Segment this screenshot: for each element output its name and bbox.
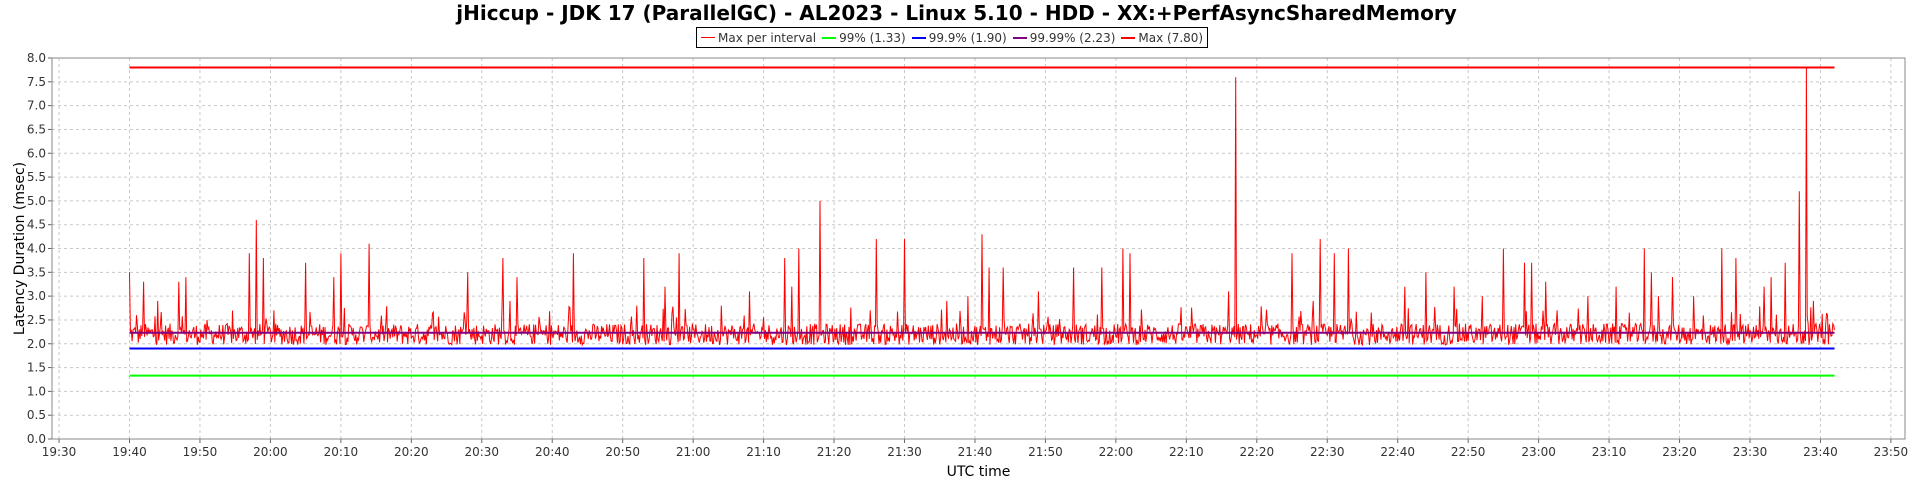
x-tick-label: 22:30 [1310, 445, 1345, 459]
y-tick-label: 3.0 [27, 289, 46, 303]
y-tick-label: 4.0 [27, 242, 46, 256]
x-tick-label: 23:40 [1803, 445, 1838, 459]
x-tick-label: 21:00 [676, 445, 711, 459]
x-tick-label: 21:30 [887, 445, 922, 459]
y-tick-label: 7.5 [27, 75, 46, 89]
legend-swatch [701, 37, 715, 38]
legend: Max per interval 99% (1.33) 99.9% (1.90)… [696, 27, 1209, 48]
plot-border [51, 57, 1906, 440]
x-tick-label: 21:20 [817, 445, 852, 459]
x-tick-label: 21:40 [958, 445, 993, 459]
y-tick-label: 2.0 [27, 337, 46, 351]
y-axis-ticks: 0.0 0.5 1.0 1.5 2.0 2.5 3.0 3.5 4.0 4.5 5.0 5.5 6.0 6… [27, 51, 52, 446]
series-line-max-per-interval [129, 67, 1835, 347]
y-tick-label: 0.0 [27, 432, 46, 446]
x-tick-label: 22:20 [1240, 445, 1275, 459]
grid-lines [52, 57, 1905, 440]
chart-title: jHiccup - JDK 17 (ParallelGC) - AL2023 -… [456, 1, 1457, 25]
y-tick-label: 2.5 [27, 313, 46, 327]
y-tick-label: 7.0 [27, 99, 46, 113]
y-tick-label: 3.5 [27, 265, 46, 279]
legend-swatch [1121, 36, 1136, 39]
legend-item-99-9: 99.9% (1.90) [911, 30, 1007, 45]
y-tick-label: 0.5 [27, 408, 46, 422]
legend-item-max: Max (7.80) [1121, 31, 1203, 45]
x-tick-label: 22:40 [1380, 445, 1415, 459]
y-tick-label: 4.5 [27, 218, 46, 232]
y-tick-label: 6.5 [27, 122, 46, 136]
legend-label: Max per interval [718, 30, 817, 45]
x-tick-label: 23:30 [1733, 445, 1768, 459]
y-tick-label: 5.5 [27, 170, 46, 184]
x-tick-label: 22:10 [1169, 445, 1204, 459]
legend-swatch [1012, 36, 1027, 39]
y-tick-label: 6.0 [27, 146, 46, 160]
x-tick-label: 20:40 [535, 445, 570, 459]
legend-item-99-99: 99.99% (2.23) [1012, 30, 1116, 45]
legend-item-99: 99% (1.33) [822, 31, 906, 45]
legend-swatch [911, 36, 926, 39]
x-axis-ticks: 19:30 19:40 19:50 20:00 20:10 20:20 20:30 20:40… [42, 439, 1908, 459]
x-tick-label: 23:10 [1592, 445, 1627, 459]
legend-label: 99% (1.33) [839, 30, 906, 45]
legend-label: 99.99% (2.23) [1029, 30, 1116, 45]
x-tick-label: 21:10 [746, 445, 781, 459]
x-tick-label: 19:50 [183, 445, 218, 459]
legend-item-max-per-interval: Max per interval [701, 31, 816, 45]
legend-label: 99.9% (1.90) [928, 30, 1007, 45]
x-tick-label: 20:30 [464, 445, 499, 459]
y-tick-label: 1.0 [27, 384, 46, 398]
y-tick-label: 1.5 [27, 361, 46, 375]
x-tick-label: 20:20 [394, 445, 429, 459]
x-tick-label: 23:20 [1662, 445, 1697, 459]
x-tick-label: 20:00 [253, 445, 288, 459]
x-tick-label: 22:50 [1451, 445, 1486, 459]
x-tick-label: 23:00 [1521, 445, 1556, 459]
series-lines [129, 66, 1835, 377]
x-axis-title: UTC time [947, 464, 1011, 480]
x-tick-label: 22:00 [1099, 445, 1134, 459]
x-tick-label: 19:30 [42, 445, 77, 459]
y-tick-label: 5.0 [27, 194, 46, 208]
x-tick-label: 20:50 [605, 445, 640, 459]
y-axis-title: Latency Duration (msec) [12, 162, 28, 335]
x-tick-label: 20:10 [324, 445, 359, 459]
legend-swatch [822, 36, 837, 39]
y-tick-label: 8.0 [27, 51, 46, 65]
x-tick-label: 23:50 [1874, 445, 1909, 459]
legend-label: Max (7.80) [1138, 30, 1204, 45]
x-tick-label: 19:40 [112, 445, 147, 459]
x-tick-label: 21:50 [1028, 445, 1063, 459]
